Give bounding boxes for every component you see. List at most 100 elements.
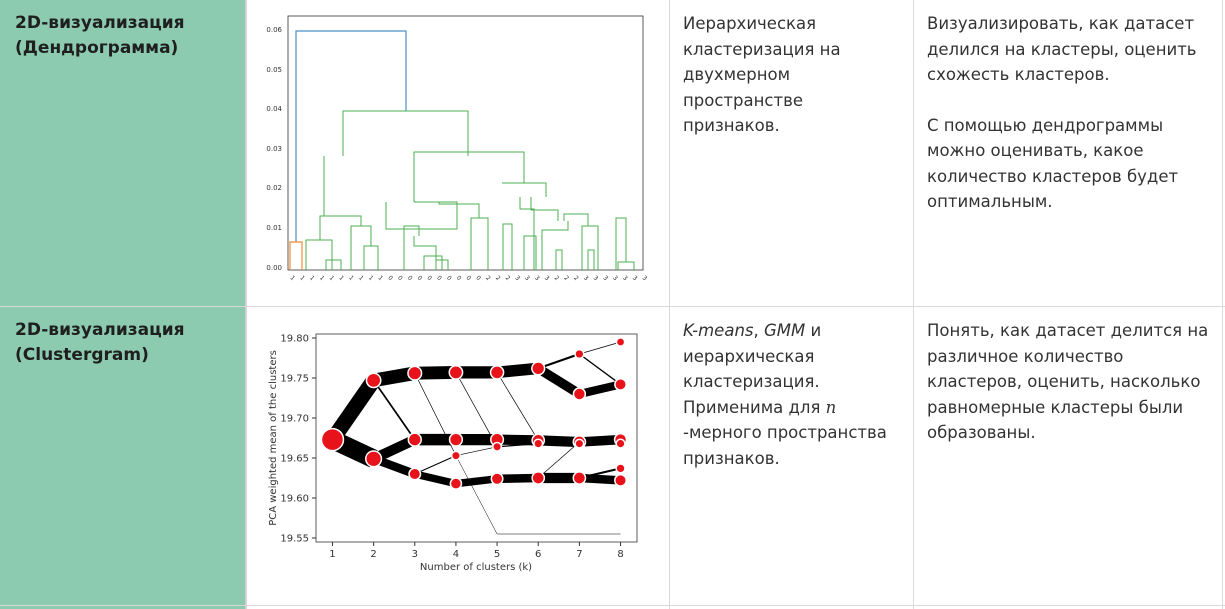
clustergram-xtick-label: 3 xyxy=(412,549,418,560)
clustergram-edge xyxy=(455,475,498,488)
row2-methods-line: иерархическая xyxy=(683,346,815,366)
row2-title-line2: (Clustergram) xyxy=(15,345,149,365)
row2-purpose-line: кластеров, оценить, насколько xyxy=(927,372,1201,391)
clustergram-edge xyxy=(455,455,498,535)
column-divider xyxy=(913,0,914,609)
dendro-leaf-label: 1 xyxy=(367,274,375,282)
dendro-leaf-label: 1 xyxy=(357,274,365,282)
row1-methods-line: двухмерном xyxy=(683,65,791,84)
row-divider xyxy=(0,605,1225,606)
clustergram-node xyxy=(615,337,626,347)
clustergram-edge xyxy=(414,455,457,475)
clustergram-ticks: 1 2 3 4 5 6 7 8 19.55 19.60 19.65 19.70 19.75 19.80 xyxy=(280,334,623,561)
clustergram-edge xyxy=(455,446,498,456)
row1-title-cell xyxy=(0,0,246,306)
clustergram-node xyxy=(533,438,544,449)
row2-methods: K-means, GMM и иерархическая кластеризац… xyxy=(683,318,908,471)
clustergram-ytick-label: 19.80 xyxy=(280,334,309,345)
clustergram-ytick-label: 19.60 xyxy=(280,494,309,505)
row2-methods-line: -мерного пространства xyxy=(683,423,887,442)
clustergram-edge xyxy=(372,379,416,441)
applicable-text: Применима для xyxy=(683,397,826,417)
dendro-ytick-2: 0.02 xyxy=(266,184,282,192)
row2-methods-line: кластеризация. xyxy=(683,372,820,391)
row2-purpose-line: равномерные кластеры были xyxy=(927,397,1184,417)
clustergram-node xyxy=(572,471,587,485)
column-divider xyxy=(669,0,670,609)
gmm-term: GMM xyxy=(764,321,806,340)
clustergram-chart: 1 2 3 4 5 6 7 8 19.55 19.60 19.65 19.70 19.75 19.80 N… xyxy=(268,333,638,573)
clustergram-node xyxy=(614,377,627,391)
clustergram-edge xyxy=(538,441,580,479)
clustergram-node xyxy=(448,432,464,447)
dendro-leaf-label: 0 xyxy=(435,274,443,282)
dendro-leaf-label: 0 xyxy=(465,274,473,282)
dendro-green-links xyxy=(305,110,635,270)
clustergram-node xyxy=(448,364,464,380)
row1-purpose-line: оптимальным. xyxy=(927,192,1053,211)
row2-purpose-line: образованы. xyxy=(927,423,1036,442)
clustergram-node xyxy=(574,438,585,449)
clustergram-node xyxy=(407,432,422,447)
dendro-leaf-label: 2 xyxy=(494,274,502,282)
row1-purpose: Визуализировать, как датасет делился на … xyxy=(927,11,1217,215)
row1-title: 2D-визуализация (Дендрограмма) xyxy=(15,11,185,61)
row1-methods-line: Иерархическая xyxy=(683,14,817,33)
clustergram-edge xyxy=(496,473,539,484)
dendro-leaf-label: 0 xyxy=(455,274,463,282)
clustergram-edge xyxy=(326,376,380,444)
clustergram-node xyxy=(320,427,345,452)
dendro-leaf-label: 0 xyxy=(386,274,394,282)
clustergram-edge xyxy=(537,353,580,370)
clustergram-ytick-label: 19.75 xyxy=(280,374,309,385)
conjunction: и xyxy=(805,321,822,340)
clustergram-xtick-label: 1 xyxy=(329,549,335,560)
clustergram-nodes xyxy=(320,337,628,490)
dendro-leaf-label: 3 xyxy=(621,274,629,282)
row2-title-line1: 2D-визуализация xyxy=(15,320,185,340)
clustergram-xtick-label: 7 xyxy=(576,549,582,560)
dendro-leaf-label: 3 xyxy=(543,274,551,282)
clustergram-node xyxy=(365,450,383,468)
row1-methods-line: пространстве xyxy=(683,90,803,110)
dendro-leaf-label: 3 xyxy=(582,274,590,282)
clustergram-frame xyxy=(315,333,638,543)
clustergram-edge xyxy=(413,470,457,488)
clustergram-edge xyxy=(497,442,539,448)
dendro-leaf-label: 1 xyxy=(318,274,326,282)
dendro-leaf-label: 1 xyxy=(347,274,355,282)
dendro-leaf-label: 3 xyxy=(641,274,649,282)
row1-methods: Иерархическая кластеризация на двухмерно… xyxy=(683,11,903,139)
clustergram-xtick-label: 2 xyxy=(370,549,376,560)
dendrogram-yticks: 0.00 0.01 0.02 0.03 0.04 0.05 0.06 xyxy=(266,26,282,272)
clustergram-node xyxy=(615,463,626,474)
row1-purpose-line: количество кластеров будет xyxy=(927,166,1179,186)
clustergram-edge xyxy=(538,435,580,448)
dendro-leaf-label: 3 xyxy=(601,274,609,282)
clustergram-edge xyxy=(579,341,621,355)
row1-purpose-line: схожесть кластеров. xyxy=(927,65,1110,84)
clustergram-node xyxy=(490,472,504,486)
separator: , xyxy=(753,321,765,340)
row1-methods-line: кластеризация на xyxy=(683,39,841,59)
row-divider xyxy=(0,306,1225,307)
dendro-leaf-label: 2 xyxy=(484,274,492,282)
dendro-leaf-label: 3 xyxy=(513,274,521,282)
clustergram-node xyxy=(531,471,546,485)
clustergram-ylabel: PCA weighted mean of the clusters xyxy=(268,350,279,526)
clustergram-xtick-label: 6 xyxy=(535,549,541,560)
dendro-leaf-label: 1 xyxy=(377,274,385,282)
dendro-leaf-label: 2 xyxy=(572,274,580,282)
row2-title: 2D-визуализация (Clustergram) xyxy=(15,318,185,368)
clustergram-node xyxy=(531,361,546,376)
row1-title-line1: 2D-визуализация xyxy=(15,13,185,33)
dendro-ytick-4: 0.04 xyxy=(266,105,282,113)
clustergram-ytick-label: 19.55 xyxy=(280,534,309,545)
dendro-leaf-label: 3 xyxy=(631,274,639,282)
clustergram-node xyxy=(572,387,587,401)
dendro-ytick-5: 0.05 xyxy=(266,66,282,74)
kmeans-term: K-means xyxy=(683,321,754,340)
dendro-leaf-label: 0 xyxy=(445,274,453,282)
dendro-leaf-label: 1 xyxy=(298,274,306,282)
